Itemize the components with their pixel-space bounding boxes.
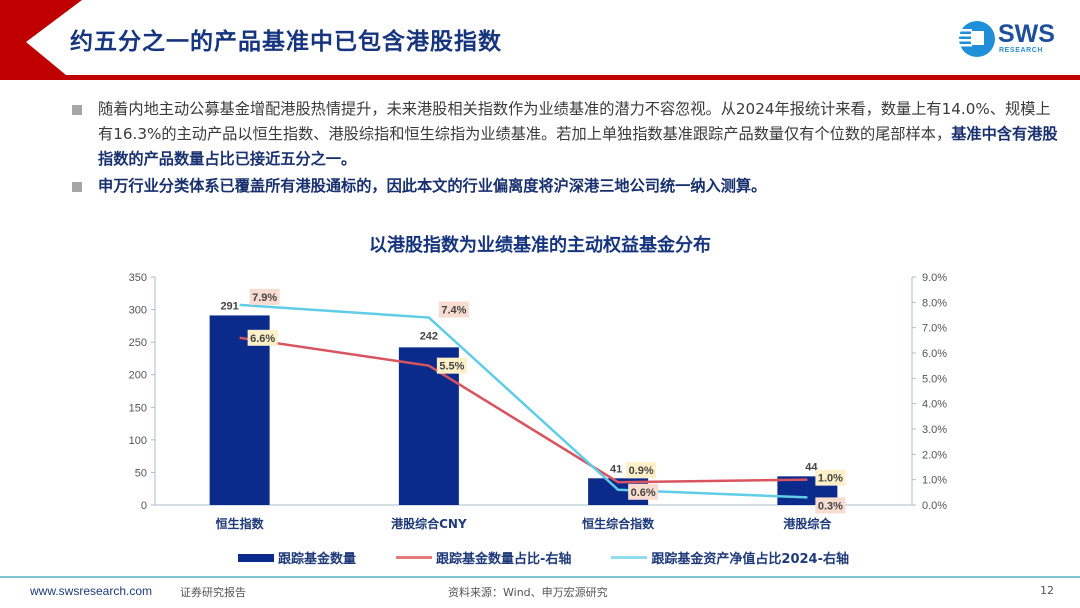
legend-bar-swatch-icon: [238, 553, 274, 562]
right-axis-tick-label: 9.0%: [922, 272, 947, 284]
bullet-list: 随着内地主动公募基金增配港股热情提升，未来港股相关指数作为业绩基准的潜力不容忽视…: [72, 97, 1062, 201]
legend-line-swatch-icon: [611, 556, 648, 559]
line-value-label: 7.9%: [252, 292, 277, 304]
bar: [209, 315, 270, 505]
legend-item-nav-share: 跟踪基金资产净值占比2024-右轴: [611, 548, 849, 567]
category-label: 恒生综合指数: [582, 516, 655, 531]
footer-website-link[interactable]: www.swsresearch.com: [30, 584, 153, 598]
right-axis-tick-label: 6.0%: [922, 348, 947, 360]
bullet-text: 随着内地主动公募基金增配港股热情提升，未来港股相关指数作为业绩基准的潜力不容忽视…: [98, 100, 1051, 143]
bar-value-label: 41: [610, 463, 622, 475]
bullet-item: 申万行业分类体系已覆盖所有港股通标的，因此本文的行业偏离度将沪深港三地公司统一纳…: [72, 174, 1062, 199]
left-axis-tick-label: 0: [141, 500, 147, 512]
bullet-square-icon: [72, 105, 82, 115]
line-value-label: 0.6%: [631, 487, 656, 499]
header-decoration: [0, 0, 1080, 80]
right-axis-tick-label: 7.0%: [922, 323, 947, 335]
right-axis-ticks: 0.0% 1.0% 2.0% 3.0% 4.0% 5.0% 6.0% 7.0% 8.0% 9.0%: [912, 272, 947, 512]
legend-item-count-share: 跟踪基金数量占比-右轴: [396, 548, 571, 567]
right-axis-tick-label: 1.0%: [922, 475, 947, 487]
left-axis-tick-label: 350: [129, 272, 147, 284]
page-number: 12: [1040, 584, 1054, 597]
bar-value-label: 242: [420, 330, 438, 342]
bullet-item: 随着内地主动公募基金增配港股热情提升，未来港股相关指数作为业绩基准的潜力不容忽视…: [72, 97, 1062, 172]
right-axis-tick-label: 4.0%: [922, 399, 947, 411]
category-labels: 恒生指数 港股综合CNY 恒生综合指数 港股综合: [216, 516, 833, 531]
line-series: [239, 303, 808, 499]
right-axis-tick-label: 8.0%: [922, 297, 947, 309]
left-axis-tick-label: 150: [129, 402, 147, 414]
bar-series: [209, 315, 838, 505]
line-2: [239, 303, 808, 499]
legend-label: 跟踪基金数量: [278, 552, 357, 567]
left-axis-tick-label: 50: [135, 467, 147, 479]
line-value-label: 5.5%: [439, 361, 464, 373]
logo-text: SWS: [998, 20, 1055, 48]
left-axis-ticks: 0 50 100 150 200 250 300 350: [129, 272, 155, 512]
chart-legend: 跟踪基金数量 跟踪基金数量占比-右轴 跟踪基金资产净值占比2024-右轴: [238, 548, 849, 567]
line-value-label: 7.4%: [441, 305, 466, 317]
right-axis-tick-label: 3.0%: [922, 424, 947, 436]
left-axis-tick-label: 250: [129, 337, 147, 349]
footer-source: 资料来源：Wind、申万宏源研究: [448, 586, 608, 599]
legend-label: 跟踪基金数量占比-右轴: [436, 552, 572, 567]
legend-line-swatch-icon: [396, 556, 433, 559]
line-value-label: 6.6%: [250, 333, 275, 345]
page-title: 约五分之一的产品基准中已包含港股指数: [70, 28, 502, 55]
category-label: 港股综合: [783, 516, 832, 531]
right-axis-tick-label: 2.0%: [922, 449, 947, 461]
line-value-label: 0.3%: [818, 500, 843, 512]
left-axis-tick-label: 100: [129, 435, 147, 447]
bullet-emphasis: 基准中含有港股指数的产品数量占比已接近五分之一。: [98, 125, 1058, 168]
footer-divider: [0, 576, 1080, 578]
right-axis-tick-label: 5.0%: [922, 373, 947, 385]
category-label: 港股综合CNY: [391, 516, 467, 531]
footer-doc-type: 证券研究报告: [180, 586, 246, 599]
line-value-label: 0.9%: [629, 465, 654, 477]
line-value-label: 1.0%: [818, 473, 843, 485]
chart-title: 以港股指数为业绩基准的主动权益基金分布: [369, 235, 711, 256]
bar-value-label: 291: [220, 300, 238, 312]
right-axis-tick-label: 0.0%: [922, 500, 947, 512]
left-axis-tick-label: 300: [129, 305, 147, 317]
slide-header: 约五分之一的产品基准中已包含港股指数 SWS RESEARCH: [0, 0, 1080, 80]
data-labels: 291 242 41 44 6.6% 5.5% 0.9% 1.0% 7.9% 7.4% 0.6% 0.…: [220, 288, 846, 514]
bullet-emphasis: 申万行业分类体系已覆盖所有港股通标的，因此本文的行业偏离度将沪深港三地公司统一纳…: [98, 177, 767, 195]
line-1: [239, 336, 808, 484]
bullet-square-icon: [72, 182, 82, 192]
legend-label: 跟踪基金资产净值占比2024-右轴: [651, 552, 849, 567]
category-label: 恒生指数: [216, 516, 265, 531]
logo-icon: [958, 21, 995, 57]
sws-logo: SWS RESEARCH: [958, 20, 1058, 58]
left-axis-tick-label: 200: [129, 370, 147, 382]
legend-item-count: 跟踪基金数量: [238, 548, 356, 567]
bar-value-label: 44: [805, 461, 818, 473]
logo-subtitle: RESEARCH: [999, 47, 1044, 54]
